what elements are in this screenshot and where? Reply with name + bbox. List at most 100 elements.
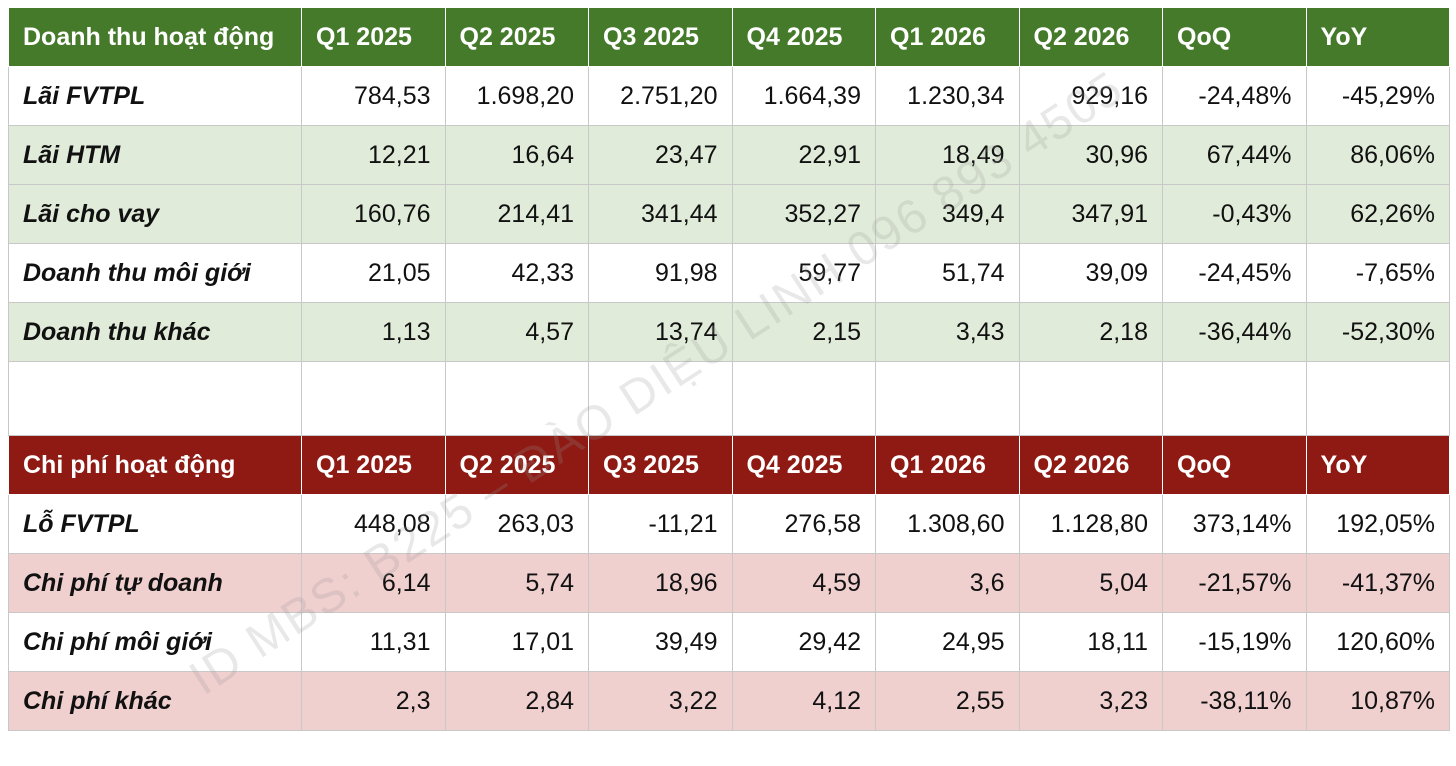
cell-value: 24,95	[875, 612, 1020, 672]
cell-qoq: -15,19%	[1162, 612, 1307, 672]
cell-value: 1.128,80	[1018, 494, 1163, 554]
cell-value: 23,47	[588, 125, 733, 185]
cell-value: 42,33	[444, 243, 589, 303]
cell-value: 929,16	[1018, 66, 1163, 126]
cell-value: 3,23	[1018, 671, 1163, 731]
header-q4-2025: Q4 2025	[731, 435, 876, 495]
cell-value: 6,14	[301, 553, 446, 613]
cell-yoy: 62,26%	[1305, 184, 1450, 244]
cell-value: 3,6	[875, 553, 1020, 613]
table-row: Lãi HTM 12,21 16,64 23,47 22,91 18,49 30…	[8, 125, 1450, 185]
cell-yoy: -7,65%	[1305, 243, 1450, 303]
cell-yoy: -41,37%	[1305, 553, 1450, 613]
table-row: Lãi FVTPL 784,53 1.698,20 2.751,20 1.664…	[8, 66, 1450, 126]
table-row: Chi phí môi giới 11,31 17,01 39,49 29,42…	[8, 612, 1450, 672]
table-row: Doanh thu môi giới 21,05 42,33 91,98 59,…	[8, 243, 1450, 303]
cell-yoy: 192,05%	[1305, 494, 1450, 554]
row-label: Doanh thu môi giới	[8, 243, 302, 303]
cell-value: 39,09	[1018, 243, 1163, 303]
expense-header-title: Chi phí hoạt động	[8, 435, 302, 495]
header-q3-2025: Q3 2025	[588, 435, 733, 495]
cell-value: 2,15	[731, 302, 876, 362]
cell-value: 1.308,60	[875, 494, 1020, 554]
empty-cell	[875, 361, 1020, 436]
row-label: Chi phí môi giới	[8, 612, 302, 672]
cell-value: 276,58	[731, 494, 876, 554]
cell-value: 5,74	[444, 553, 589, 613]
cell-value: 3,43	[875, 302, 1020, 362]
cell-value: 18,49	[875, 125, 1020, 185]
cell-value: 13,74	[588, 302, 733, 362]
cell-yoy: -52,30%	[1305, 302, 1450, 362]
cell-value: 352,27	[731, 184, 876, 244]
row-label: Chi phí khác	[8, 671, 302, 731]
cell-value: 51,74	[875, 243, 1020, 303]
cell-value: 214,41	[444, 184, 589, 244]
cell-value: 160,76	[301, 184, 446, 244]
header-yoy: YoY	[1305, 7, 1450, 67]
table-row: Chi phí tự doanh 6,14 5,74 18,96 4,59 3,…	[8, 553, 1450, 613]
cell-value: 4,12	[731, 671, 876, 731]
cell-value: 4,57	[444, 302, 589, 362]
header-q2-2025: Q2 2025	[444, 435, 589, 495]
header-qoq: QoQ	[1162, 435, 1307, 495]
cell-value: -11,21	[588, 494, 733, 554]
cell-value: 29,42	[731, 612, 876, 672]
cell-value: 4,59	[731, 553, 876, 613]
cell-yoy: 120,60%	[1305, 612, 1450, 672]
cell-value: 784,53	[301, 66, 446, 126]
header-q2-2026: Q2 2026	[1018, 7, 1163, 67]
cell-value: 59,77	[731, 243, 876, 303]
cell-qoq: -38,11%	[1162, 671, 1307, 731]
row-label: Chi phí tự doanh	[8, 553, 302, 613]
cell-value: 341,44	[588, 184, 733, 244]
cell-value: 2,55	[875, 671, 1020, 731]
empty-cell	[1162, 361, 1307, 436]
cell-qoq: -24,48%	[1162, 66, 1307, 126]
empty-cell	[444, 361, 589, 436]
cell-qoq: -21,57%	[1162, 553, 1307, 613]
cell-value: 18,96	[588, 553, 733, 613]
table-row: Lãi cho vay 160,76 214,41 341,44 352,27 …	[8, 184, 1450, 244]
row-label: Lãi HTM	[8, 125, 302, 185]
cell-yoy: 10,87%	[1305, 671, 1450, 731]
cell-qoq: -24,45%	[1162, 243, 1307, 303]
header-yoy: YoY	[1305, 435, 1450, 495]
financial-table: Doanh thu hoạt động Q1 2025 Q2 2025 Q3 2…	[8, 7, 1450, 731]
cell-qoq: 373,14%	[1162, 494, 1307, 554]
cell-yoy: 86,06%	[1305, 125, 1450, 185]
cell-value: 30,96	[1018, 125, 1163, 185]
spacer-row	[8, 361, 1450, 436]
cell-value: 1.230,34	[875, 66, 1020, 126]
header-q1-2026: Q1 2026	[875, 435, 1020, 495]
header-q1-2026: Q1 2026	[875, 7, 1020, 67]
cell-value: 22,91	[731, 125, 876, 185]
cell-value: 91,98	[588, 243, 733, 303]
cell-value: 2.751,20	[588, 66, 733, 126]
cell-value: 12,21	[301, 125, 446, 185]
row-label: Lãi cho vay	[8, 184, 302, 244]
cell-value: 2,84	[444, 671, 589, 731]
empty-cell	[301, 361, 446, 436]
row-label: Doanh thu khác	[8, 302, 302, 362]
empty-cell	[8, 361, 302, 436]
row-label: Lỗ FVTPL	[8, 494, 302, 554]
cell-value: 21,05	[301, 243, 446, 303]
header-q2-2025: Q2 2025	[444, 7, 589, 67]
cell-value: 349,4	[875, 184, 1020, 244]
cell-value: 39,49	[588, 612, 733, 672]
table-row: Chi phí khác 2,3 2,84 3,22 4,12 2,55 3,2…	[8, 671, 1450, 731]
header-q1-2025: Q1 2025	[301, 435, 446, 495]
cell-qoq: -36,44%	[1162, 302, 1307, 362]
cell-value: 263,03	[444, 494, 589, 554]
empty-cell	[731, 361, 876, 436]
header-q2-2026: Q2 2026	[1018, 435, 1163, 495]
cell-value: 2,3	[301, 671, 446, 731]
cell-value: 3,22	[588, 671, 733, 731]
cell-value: 16,64	[444, 125, 589, 185]
cell-value: 1,13	[301, 302, 446, 362]
revenue-header-row: Doanh thu hoạt động Q1 2025 Q2 2025 Q3 2…	[8, 7, 1450, 67]
cell-value: 1.698,20	[444, 66, 589, 126]
cell-qoq: -0,43%	[1162, 184, 1307, 244]
empty-cell	[588, 361, 733, 436]
